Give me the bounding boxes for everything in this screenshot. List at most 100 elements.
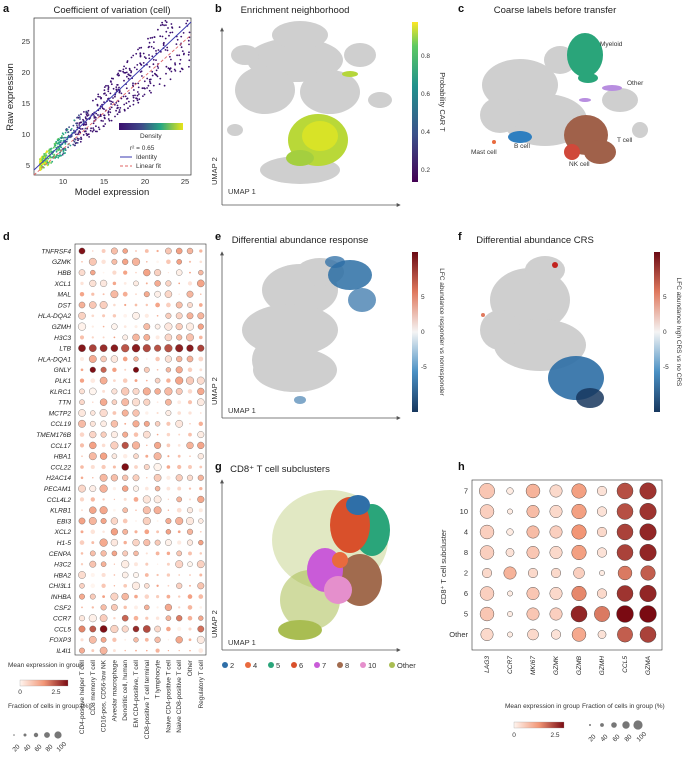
dot-d	[176, 247, 183, 255]
dot-d	[198, 335, 203, 340]
dot-d	[166, 421, 171, 426]
density-point	[161, 21, 164, 24]
dot-d	[99, 376, 108, 385]
dot-h	[571, 524, 587, 540]
density-point	[117, 72, 120, 75]
dot-d	[178, 649, 180, 652]
density-point	[151, 74, 154, 77]
dot-d	[112, 649, 116, 653]
gene-label-h: GZMB	[576, 655, 583, 675]
umap-f-cloud	[480, 256, 586, 371]
dot-d	[112, 465, 116, 469]
dot-d	[187, 474, 193, 481]
density-point	[164, 19, 167, 22]
density-point	[165, 21, 168, 24]
dot-d	[112, 270, 117, 275]
panel-b: b Enrichment neighborhood UMAP 1 UMAP 2 …	[210, 3, 447, 207]
dot-d	[199, 465, 203, 469]
panel-a-title: Coefficient of variation (cell)	[53, 5, 170, 16]
density-point	[174, 63, 177, 66]
dot-d	[165, 615, 172, 621]
dot-h	[479, 586, 495, 601]
dot-d	[176, 582, 183, 589]
density-point	[84, 116, 87, 118]
dot-d	[79, 356, 85, 362]
d-legend-title: Mean expression in group	[8, 662, 83, 669]
dot-d	[143, 323, 151, 330]
density-point	[155, 50, 157, 52]
dot-d	[164, 290, 173, 298]
dot-d	[79, 432, 85, 437]
dot-d	[167, 584, 170, 587]
dot-d	[78, 419, 86, 428]
dot-d	[186, 441, 194, 449]
dot-d	[91, 649, 95, 653]
dot-h	[616, 523, 634, 541]
dot-d	[187, 281, 193, 286]
dot-d	[102, 595, 105, 598]
dot-d	[177, 444, 181, 447]
celltype-label: Alveolar macrophage	[111, 660, 118, 722]
dot-d	[176, 269, 183, 276]
dot-d	[186, 355, 194, 363]
dot-d	[143, 625, 151, 633]
density-point	[58, 138, 61, 141]
dot-h	[507, 590, 513, 597]
dot-d	[89, 387, 97, 396]
density-point	[64, 131, 67, 134]
dot-h	[597, 527, 608, 538]
dot-d	[144, 604, 150, 611]
dot-d	[113, 616, 116, 620]
density-point	[45, 151, 47, 154]
density-point	[142, 95, 144, 97]
dot-h	[549, 607, 563, 621]
density-point	[157, 49, 160, 51]
density-point	[104, 123, 107, 125]
density-point	[136, 64, 139, 66]
dot-d	[79, 291, 85, 297]
dot-d	[99, 344, 108, 352]
density-point	[151, 36, 154, 39]
dot-d	[100, 420, 107, 427]
density-point	[108, 100, 111, 102]
dot-d	[100, 636, 107, 643]
density-point	[52, 146, 55, 149]
density-point	[99, 96, 101, 98]
dot-d	[196, 560, 205, 569]
dot-d	[199, 530, 202, 533]
density-point	[45, 154, 48, 157]
dot-d	[92, 250, 94, 252]
density-point	[115, 102, 118, 104]
dot-d	[144, 573, 149, 577]
dot-d	[124, 638, 127, 641]
panel-h-letter: h	[458, 461, 465, 473]
dot-d	[135, 250, 137, 252]
dot-d	[101, 464, 106, 470]
dot-d	[144, 637, 149, 642]
gene-label: EBI3	[57, 518, 72, 525]
dot-d	[154, 485, 161, 492]
dot-d	[123, 583, 128, 588]
density-point	[78, 130, 81, 133]
density-point	[111, 101, 114, 103]
dot-d	[165, 280, 172, 287]
umap-g-clusters	[272, 490, 390, 640]
label-nk-cell: NK cell	[569, 161, 590, 168]
density-point	[95, 117, 97, 119]
h-legend-tick-0: 0	[512, 732, 516, 739]
dot-h	[479, 483, 495, 499]
dot-d	[79, 540, 85, 545]
dot-d	[123, 605, 127, 610]
dot-d	[99, 484, 108, 493]
dot-h	[482, 568, 493, 579]
celltype-label: CD4-positive helper T cell	[79, 659, 86, 734]
dot-d	[166, 475, 171, 480]
dot-h	[639, 544, 657, 561]
dot-d	[81, 606, 83, 609]
gene-label: KLRC1	[50, 389, 72, 396]
dot-d	[89, 366, 96, 373]
dot-d	[154, 280, 161, 287]
density-point	[83, 111, 85, 113]
car-t-enriched-region	[286, 71, 358, 166]
density-point	[128, 92, 131, 94]
